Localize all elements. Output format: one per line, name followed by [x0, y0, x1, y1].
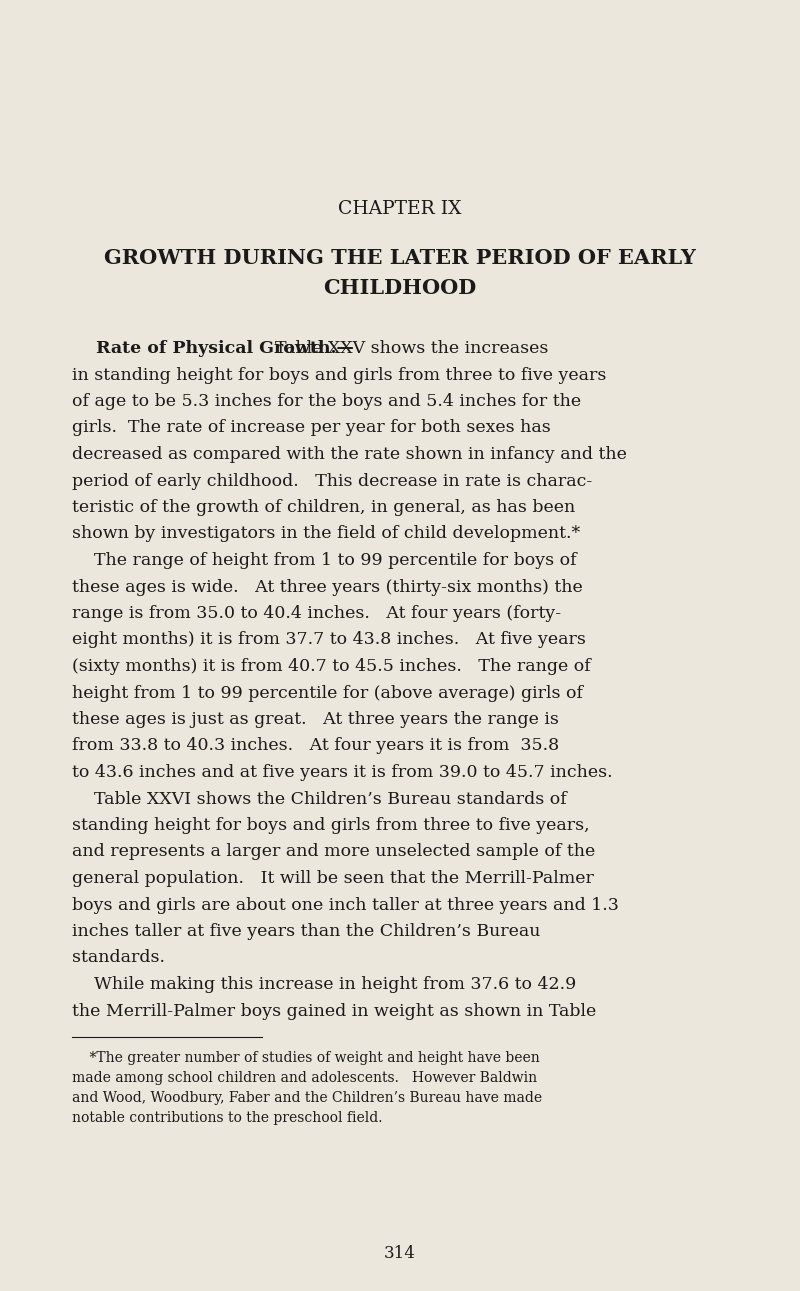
Text: in standing height for boys and girls from three to five years: in standing height for boys and girls fr…: [72, 367, 606, 383]
Text: girls.  The rate of increase per year for both sexes has: girls. The rate of increase per year for…: [72, 420, 550, 436]
Text: boys and girls are about one inch taller at three years and 1.3: boys and girls are about one inch taller…: [72, 896, 619, 914]
Text: CHILDHOOD: CHILDHOOD: [323, 278, 477, 298]
Text: teristic of the growth of children, in general, as has been: teristic of the growth of children, in g…: [72, 500, 575, 516]
Text: inches taller at five years than the Children’s Bureau: inches taller at five years than the Chi…: [72, 923, 540, 940]
Text: period of early childhood.   This decrease in rate is charac-: period of early childhood. This decrease…: [72, 473, 592, 489]
Text: GROWTH DURING THE LATER PERIOD OF EARLY: GROWTH DURING THE LATER PERIOD OF EARLY: [104, 248, 696, 269]
Text: general population.   It will be seen that the Merrill-Palmer: general population. It will be seen that…: [72, 870, 594, 887]
Text: height from 1 to 99 percentile for (above average) girls of: height from 1 to 99 percentile for (abov…: [72, 684, 583, 701]
Text: and represents a larger and more unselected sample of the: and represents a larger and more unselec…: [72, 843, 595, 861]
Text: (sixty months) it is from 40.7 to 45.5 inches.   The range of: (sixty months) it is from 40.7 to 45.5 i…: [72, 658, 590, 675]
Text: Table XXV shows the increases: Table XXV shows the increases: [275, 340, 548, 358]
Text: made among school children and adolescents.   However Baldwin: made among school children and adolescen…: [72, 1072, 537, 1084]
Text: The range of height from 1 to 99 percentile for boys of: The range of height from 1 to 99 percent…: [72, 553, 577, 569]
Text: these ages is wide.   At three years (thirty-six months) the: these ages is wide. At three years (thir…: [72, 578, 582, 595]
Text: 314: 314: [384, 1245, 416, 1263]
Text: Rate of Physical Growth.—: Rate of Physical Growth.—: [72, 340, 354, 358]
Text: shown by investigators in the field of child development.*: shown by investigators in the field of c…: [72, 525, 580, 542]
Text: decreased as compared with the rate shown in infancy and the: decreased as compared with the rate show…: [72, 445, 627, 463]
Text: Table XXVI shows the Children’s Bureau standards of: Table XXVI shows the Children’s Bureau s…: [72, 790, 566, 807]
Text: While making this increase in height from 37.6 to 42.9: While making this increase in height fro…: [72, 976, 576, 993]
Text: range is from 35.0 to 40.4 inches.   At four years (forty-: range is from 35.0 to 40.4 inches. At fo…: [72, 605, 561, 622]
Text: from 33.8 to 40.3 inches.   At four years it is from  35.8: from 33.8 to 40.3 inches. At four years …: [72, 737, 559, 754]
Text: the Merrill-Palmer boys gained in weight as shown in Table: the Merrill-Palmer boys gained in weight…: [72, 1003, 596, 1020]
Text: and Wood, Woodbury, Faber and the Children’s Bureau have made: and Wood, Woodbury, Faber and the Childr…: [72, 1091, 542, 1105]
Text: CHAPTER IX: CHAPTER IX: [338, 200, 462, 218]
Text: *The greater number of studies of weight and height have been: *The greater number of studies of weight…: [72, 1051, 540, 1065]
Text: standing height for boys and girls from three to five years,: standing height for boys and girls from …: [72, 817, 590, 834]
Text: these ages is just as great.   At three years the range is: these ages is just as great. At three ye…: [72, 711, 559, 728]
Text: of age to be 5.3 inches for the boys and 5.4 inches for the: of age to be 5.3 inches for the boys and…: [72, 392, 581, 411]
Text: to 43.6 inches and at five years it is from 39.0 to 45.7 inches.: to 43.6 inches and at five years it is f…: [72, 764, 613, 781]
Text: eight months) it is from 37.7 to 43.8 inches.   At five years: eight months) it is from 37.7 to 43.8 in…: [72, 631, 586, 648]
Text: standards.: standards.: [72, 949, 165, 967]
Text: notable contributions to the preschool field.: notable contributions to the preschool f…: [72, 1112, 382, 1124]
